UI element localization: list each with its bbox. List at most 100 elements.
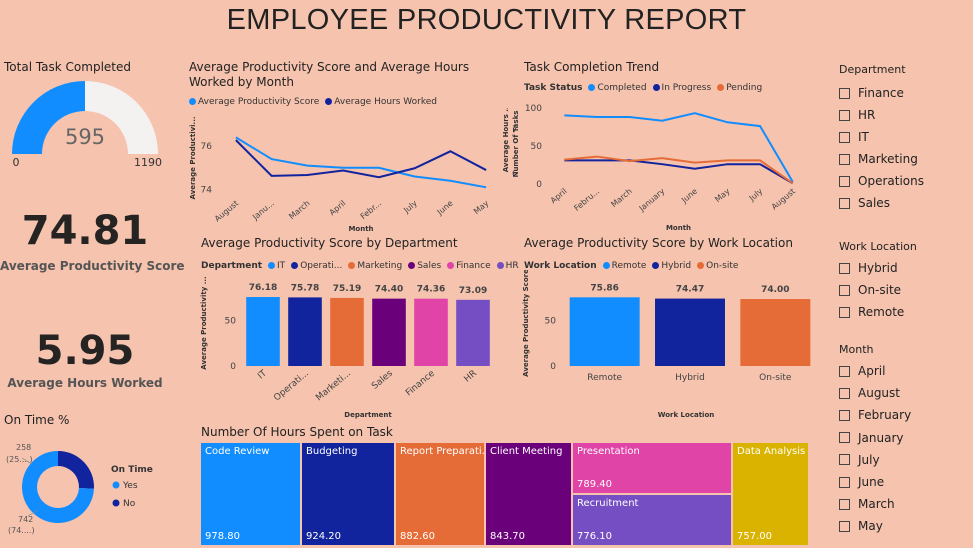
treemap-cell-value: 757.00 — [737, 531, 772, 542]
checkbox[interactable] — [839, 454, 850, 466]
series-line-in-progress[interactable] — [564, 159, 794, 185]
y-tick-label: 100 — [525, 104, 542, 114]
legend-item-remote[interactable]: Remote — [602, 261, 646, 271]
slicer-option-march[interactable]: March — [839, 493, 969, 515]
donut-slice-no[interactable] — [58, 451, 94, 489]
chart1-title: Average Productivity Score and Average H… — [189, 60, 509, 90]
slicer-option-august[interactable]: August — [839, 382, 969, 404]
bar-on-site[interactable] — [740, 299, 811, 366]
checkbox[interactable] — [839, 262, 850, 274]
slicer-option-marketing[interactable]: Marketing — [839, 148, 969, 170]
chart4-bar-chart[interactable]: 0 50 75.86 Remote 74.47 Hybrid 74.00 On-site Ave… — [518, 270, 818, 422]
chart3-bar-chart[interactable]: 0 50 76.18 IT 75.78 Operati... 75.19 Marketi...… — [196, 270, 506, 422]
x-tick-label: IT — [256, 368, 269, 381]
treemap-cell-budgeting[interactable]: Budgeting 924.20 — [301, 442, 395, 546]
checkbox[interactable] — [839, 520, 850, 532]
treemap-cell-code-review[interactable]: Code Review 978.80 — [200, 442, 301, 546]
kpi-productivity-label: Average Productivity Score — [0, 259, 185, 273]
slicer-option-february[interactable]: February — [839, 404, 969, 426]
x-tick-label: May — [713, 186, 732, 204]
checkbox[interactable] — [839, 109, 850, 121]
slicer-option-label: On-site — [858, 283, 902, 297]
x-tick-label: June — [435, 199, 455, 218]
bar-sales[interactable] — [372, 298, 406, 366]
checkbox[interactable] — [839, 365, 850, 377]
legend-item-operati-[interactable]: Operati... — [291, 261, 342, 271]
legend-item-marketing[interactable]: Marketing — [348, 261, 402, 271]
checkbox[interactable] — [839, 197, 850, 209]
treemap-cell-label: Budgeting — [306, 446, 358, 457]
y-tick-label: 50 — [225, 317, 237, 327]
slicer-option-operations[interactable]: Operations — [839, 170, 969, 192]
slicer-option-on-site[interactable]: On-site — [839, 279, 969, 301]
gauge-chart[interactable]: 595 0 1190 — [0, 74, 172, 170]
legend-item-hr[interactable]: HR — [496, 261, 519, 271]
checkbox[interactable] — [839, 175, 850, 187]
series-line-average-hours-worked[interactable] — [235, 139, 487, 179]
checkbox[interactable] — [839, 131, 850, 143]
slicer-option-label: January — [858, 430, 904, 445]
series-line-pending[interactable] — [564, 155, 794, 185]
series-line-completed[interactable] — [564, 112, 794, 183]
checkbox[interactable] — [839, 87, 850, 99]
checkbox[interactable] — [839, 306, 850, 318]
chart1-legend-score[interactable]: Average Productivity Score — [189, 97, 319, 107]
checkbox[interactable] — [839, 409, 850, 421]
kpi-productivity-value: 74.81 — [21, 208, 149, 254]
treemap-cell-value: 978.80 — [205, 531, 240, 542]
chart2-legend: Task Status Completed In Progress Pendin… — [524, 83, 762, 93]
legend-item-finance[interactable]: Finance — [447, 261, 491, 271]
chart1-line-chart[interactable]: 74 76 6 7 August Janu... March April Febr... July… — [186, 108, 516, 234]
checkbox[interactable] — [839, 153, 850, 165]
x-tick-label: Finance — [404, 368, 437, 398]
slicer-option-may[interactable]: May — [839, 515, 969, 537]
bar-it[interactable] — [246, 297, 280, 366]
legend-item-it[interactable]: IT — [268, 261, 285, 271]
checkbox[interactable] — [839, 476, 850, 488]
slicer-option-january[interactable]: January — [839, 427, 969, 449]
gauge-min-label: 0 — [13, 156, 20, 169]
slicer-option-sales[interactable]: Sales — [839, 192, 969, 214]
legend-item-on-site[interactable]: On-site — [697, 261, 738, 271]
slicer-option-july[interactable]: July — [839, 449, 969, 471]
bar-remote[interactable] — [569, 297, 640, 366]
slicer-option-hybrid[interactable]: Hybrid — [839, 257, 969, 279]
bar-hybrid[interactable] — [655, 298, 725, 366]
slicer-option-label: June — [858, 475, 885, 490]
chart2-legend-inprogress[interactable]: In Progress — [652, 83, 711, 93]
treemap-cell-client-meeting[interactable]: Client Meeting 843.70 — [485, 442, 572, 546]
bar-operati-[interactable] — [288, 297, 322, 366]
treemap-cell-recruitment[interactable]: Recruitment 776.10 — [572, 494, 732, 546]
slicer-option-it[interactable]: IT — [839, 126, 969, 148]
chart2-legend-completed[interactable]: Completed — [588, 83, 647, 93]
legend-item-sales[interactable]: Sales — [408, 261, 441, 271]
checkbox[interactable] — [839, 498, 850, 510]
slicer-option-june[interactable]: June — [839, 471, 969, 493]
x-axis-title: Month — [348, 225, 373, 233]
legend-item-hybrid[interactable]: Hybrid — [652, 261, 691, 271]
treemap-cell-presentation[interactable]: Presentation 789.40 — [572, 442, 732, 494]
bar-marketi-[interactable] — [330, 297, 364, 366]
slicer-option-remote[interactable]: Remote — [839, 301, 969, 323]
checkbox[interactable] — [839, 284, 850, 296]
slicer-option-hr[interactable]: HR — [839, 104, 969, 126]
bar-hr[interactable] — [456, 299, 490, 366]
chart2-line-chart[interactable]: 0 50 100 April Febru... March January June May Ju… — [504, 96, 819, 234]
slicer-option-finance[interactable]: Finance — [839, 82, 969, 104]
treemap-cell-data-analysis[interactable]: Data Analysis 757.00 — [732, 442, 809, 546]
y2-axis-title: Average Hours ... — [502, 108, 510, 172]
treemap-chart[interactable]: Code Review 978.80 Budgeting 924.20 Report P… — [200, 442, 809, 546]
treemap-cell-report-preparation[interactable]: Report Preparati... 882.60 — [395, 442, 485, 546]
slicer-option-label: May — [858, 519, 883, 534]
checkbox[interactable] — [839, 387, 850, 399]
chart1-legend-hours[interactable]: Average Hours Worked — [325, 97, 437, 107]
chart2-legend-pending[interactable]: Pending — [717, 83, 762, 93]
donut-slice-yes[interactable] — [21, 451, 94, 523]
chart3-title: Average Productivity Score by Department — [201, 236, 458, 250]
checkbox[interactable] — [839, 432, 850, 444]
bar-finance[interactable] — [414, 298, 448, 366]
series-line-average-productivity-score[interactable] — [235, 136, 487, 189]
slicer-option-april[interactable]: April — [839, 360, 969, 382]
x-tick-label: March — [609, 187, 633, 210]
ontime-donut-chart[interactable]: 258 (25....) 742 (74....) On Time Yes No — [0, 438, 175, 546]
